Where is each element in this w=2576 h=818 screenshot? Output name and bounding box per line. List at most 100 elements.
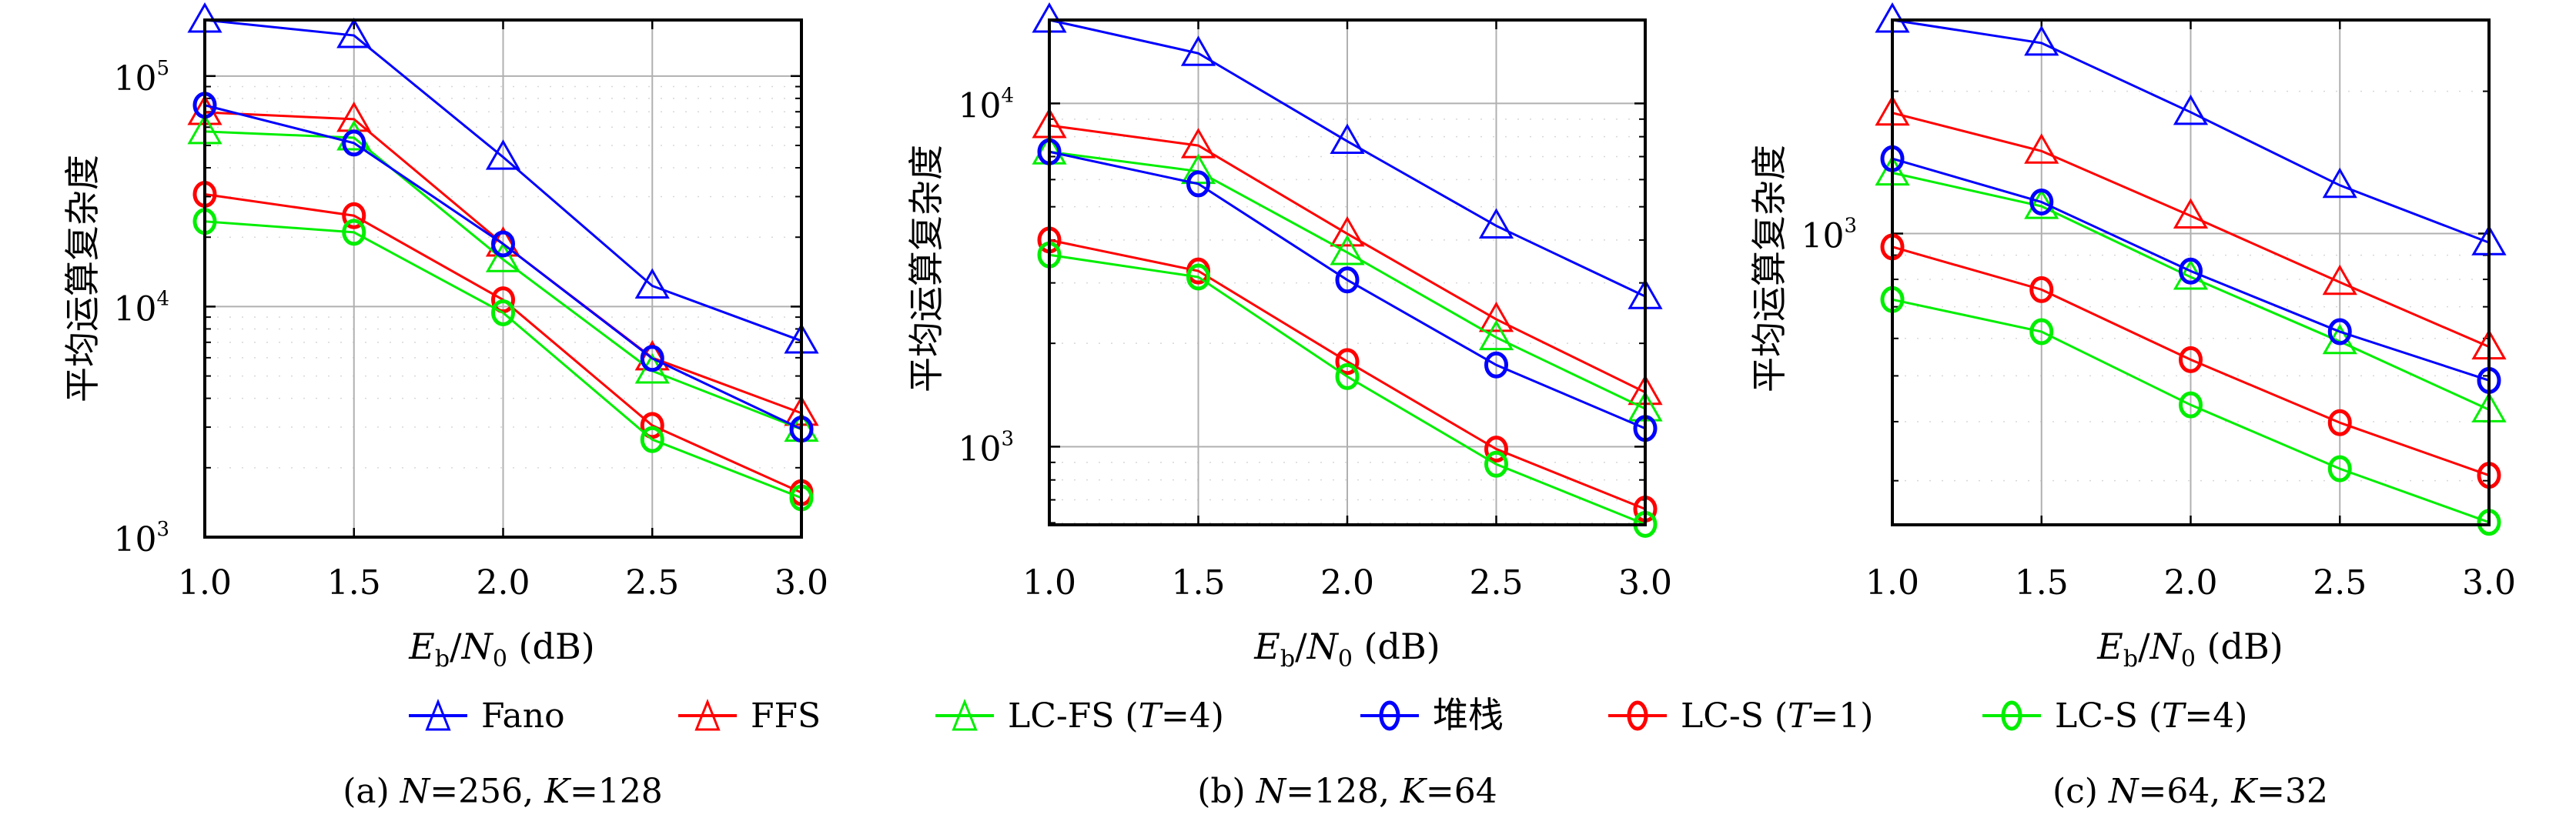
- series-line: [1049, 253, 1646, 526]
- x-tick-label: 1.0: [178, 563, 232, 603]
- data-point-triangle: [634, 268, 670, 299]
- legend-item: 堆栈: [1360, 694, 1504, 736]
- data-point-circle: [2179, 346, 2203, 373]
- y-tick-base: 10: [958, 429, 1001, 469]
- axes-frame: [203, 18, 803, 539]
- x-axis-title-part: b: [435, 646, 450, 673]
- x-tick-label: 1.5: [327, 563, 381, 603]
- data-point-circle: [491, 230, 515, 258]
- x-axis-title: Eb/N0 (dB): [408, 626, 594, 673]
- data-point-circle: [342, 219, 366, 246]
- data-point-triangle: [2024, 133, 2059, 164]
- minor-grid: [1049, 118, 1645, 524]
- series-lc-s-t-4: [1037, 241, 1658, 538]
- data-point-circle: [2327, 409, 2352, 436]
- data-point-circle: [1335, 266, 1360, 294]
- data-point-circle: [640, 412, 664, 439]
- data-point-circle: [1186, 170, 1210, 198]
- y-tick-label: 104: [958, 84, 1014, 125]
- legend-label-part: =1): [1810, 696, 1873, 736]
- legend-item: Fano: [409, 696, 565, 736]
- series-line: [1049, 18, 1646, 298]
- data-point-triangle: [1478, 319, 1514, 351]
- legend-circle-marker-icon: [1627, 700, 1648, 731]
- x-axis-title-part: N: [1306, 626, 1340, 667]
- series-line: [1049, 124, 1646, 394]
- legend-label-part: =4): [1161, 696, 1224, 736]
- y-tick-exponent: 5: [156, 57, 169, 80]
- data-point-triangle: [634, 352, 670, 384]
- series-line: [1892, 157, 2490, 382]
- x-axis-title-part: E: [2096, 626, 2123, 667]
- x-tick-label: 1.0: [1022, 563, 1076, 603]
- y-tick-base: 10: [1801, 217, 1844, 256]
- y-axis-title: 平均运算复杂度: [905, 145, 947, 392]
- caption-k-symbol: K: [1400, 772, 1427, 811]
- data-point-triangle: [2322, 264, 2357, 295]
- minor-grid: [1892, 90, 2489, 482]
- data-point-circle: [1484, 351, 1508, 379]
- legend-label-part: T: [2162, 696, 2187, 736]
- y-tick-exponent: 3: [1844, 215, 1857, 238]
- caption-k-value: =32: [2257, 772, 2328, 811]
- legend-label: LC-FS (T=4): [1008, 696, 1224, 736]
- data-point-circle: [640, 426, 664, 453]
- data-point-circle: [2029, 275, 2054, 303]
- series-lc-s-t-1: [1880, 233, 2501, 489]
- caption-n-value: =128,: [1286, 772, 1400, 811]
- data-point-triangle: [2173, 198, 2209, 229]
- legend-label-part: LC-S (: [1681, 696, 1788, 736]
- caption-k-symbol: K: [2230, 772, 2258, 811]
- y-tick-base: 10: [113, 59, 156, 98]
- caption-k-value: =128: [570, 772, 663, 811]
- y-axis-title: 平均运算复杂度: [1748, 145, 1790, 392]
- data-point-circle: [1335, 348, 1360, 376]
- legend-item: LC-S (T=4): [1982, 696, 2247, 736]
- x-tick-label: 3.0: [2462, 563, 2516, 603]
- caption-prefix: (a): [343, 772, 400, 811]
- legend-circle-marker-icon: [2001, 700, 2022, 731]
- y-axis-title: 平均运算复杂度: [62, 155, 103, 402]
- data-point-circle: [1484, 436, 1508, 463]
- series-line: [1049, 239, 1646, 510]
- data-point-circle: [640, 345, 664, 372]
- axes-frame: [1048, 18, 1647, 526]
- caption-k-symbol: K: [544, 772, 571, 811]
- legend-triangle-marker-icon: [425, 698, 451, 731]
- series-stack: [192, 92, 814, 443]
- subplot-caption: (a) N=256, K=128: [343, 772, 663, 811]
- data-point-triangle: [485, 139, 521, 170]
- caption-n-symbol: N: [400, 772, 431, 811]
- caption-n-symbol: N: [1256, 772, 1287, 811]
- caption-prefix: (b): [1197, 772, 1256, 811]
- x-tick-label: 1.0: [1865, 563, 1919, 603]
- x-tick-label: 2.0: [477, 563, 530, 603]
- data-point-circle: [1186, 263, 1210, 291]
- y-tick-exponent: 4: [1001, 84, 1014, 107]
- data-point-triangle: [1478, 301, 1514, 332]
- y-tick-exponent: 4: [156, 287, 169, 310]
- series-fano: [1875, 2, 2507, 255]
- x-axis-title-part: N: [461, 626, 494, 667]
- y-tick-label: 103: [958, 427, 1014, 469]
- data-point-circle: [2029, 189, 2054, 216]
- data-point-triangle: [2024, 25, 2059, 56]
- data-point-circle: [2327, 455, 2352, 482]
- data-point-circle: [1335, 362, 1360, 390]
- y-tick-exponent: 3: [156, 518, 169, 541]
- series-line: [1892, 112, 2490, 349]
- x-axis-title-part: /: [1295, 626, 1307, 667]
- series-stack: [1037, 138, 1658, 442]
- x-axis-title-part: b: [1280, 646, 1295, 673]
- data-point-triangle: [1330, 235, 1365, 265]
- legend-triangle-marker-icon: [694, 698, 721, 731]
- x-axis-title: Eb/N0 (dB): [1253, 626, 1440, 673]
- y-tick-label: 104: [113, 287, 169, 329]
- data-point-triangle: [1180, 35, 1216, 66]
- x-tick-label: 2.5: [2313, 563, 2367, 603]
- legend-item: LC-FS (T=4): [935, 696, 1224, 736]
- x-axis-title-part: E: [1253, 626, 1280, 667]
- x-axis-title-part: 0: [2181, 646, 2196, 673]
